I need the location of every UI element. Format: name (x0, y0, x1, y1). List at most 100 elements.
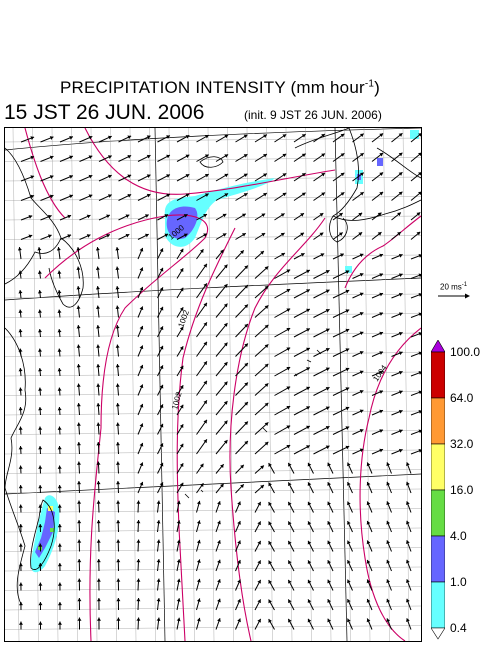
coast-okinawa (262, 427, 268, 433)
wind-arrow (115, 402, 120, 416)
wind-arrow (327, 481, 334, 494)
wind-arrow (57, 445, 62, 455)
wind-arrow (116, 519, 121, 533)
grid-line (5, 235, 421, 240)
wind-arrow (157, 154, 171, 162)
wind-arrow (327, 501, 334, 513)
wind-arrow (327, 598, 334, 611)
wind-arrow (38, 445, 43, 455)
wind-arrow (116, 539, 121, 552)
wind-arrow (176, 598, 181, 611)
wind-arrow (137, 214, 149, 221)
wind-arrow (293, 406, 311, 416)
wind-arrow (235, 362, 249, 377)
colorbar-tick-label: 32.0 (450, 437, 474, 451)
wind-arrow (18, 289, 23, 299)
colorbar-bin (431, 351, 445, 399)
wind-arrow (176, 559, 181, 572)
wind-arrow (293, 212, 305, 221)
wind-arrow (391, 429, 403, 435)
coast-japan-east (376, 147, 421, 179)
wind-arrow (347, 618, 353, 630)
wind-arrow (254, 441, 269, 455)
wind-arrow (116, 597, 121, 611)
wind-arrow (38, 328, 42, 338)
wind-arrow (137, 325, 144, 338)
wind-arrow (18, 309, 23, 318)
wind-arrow (96, 305, 101, 318)
wind-arrow (386, 520, 392, 533)
grid-line (5, 527, 421, 533)
wind-arrow (371, 231, 382, 240)
wind-arrow (40, 234, 52, 240)
wind-arrow (332, 212, 344, 221)
wind-arrow (196, 482, 204, 494)
wind-arrow (287, 560, 295, 572)
wind-arrow (157, 345, 164, 357)
wind-arrow (293, 133, 306, 143)
wind-arrow (136, 519, 141, 533)
grid-line (305, 128, 312, 641)
wind-arrow (157, 365, 164, 377)
wind-arrow (18, 543, 23, 552)
weather-map: 1000 1002 1002 1004 (4, 127, 422, 642)
wind-arrow (391, 331, 403, 338)
wind-arrow (215, 618, 221, 630)
isobar-line (24, 128, 66, 219)
wind-arrow (57, 406, 62, 416)
wind-arrow (274, 192, 287, 201)
wind-scale-arrow-icon (438, 293, 470, 299)
wind-arrow (366, 481, 373, 494)
grid-line (363, 128, 371, 641)
wind-arrow (77, 578, 82, 591)
wind-arrow (196, 400, 208, 416)
wind-arrow (235, 284, 249, 299)
wind-arrow (156, 520, 161, 533)
wind-arrow (196, 248, 204, 260)
wind-arrow (293, 425, 311, 435)
wind-arrow (391, 370, 403, 377)
wind-arrow (352, 152, 365, 162)
wind-arrow (254, 402, 269, 416)
wind-arrow (352, 351, 364, 357)
wind-arrow (76, 402, 81, 416)
map-canvas: 1000 1002 1002 1004 (5, 128, 421, 641)
wind-arrow (307, 521, 314, 533)
wind-arrow (196, 193, 209, 201)
wind-arrow (18, 484, 23, 494)
wind-arrow (410, 410, 421, 416)
isobar-label: 1002 (176, 308, 191, 328)
wind-arrow (371, 312, 384, 318)
wind-arrow (371, 172, 384, 182)
wind-arrow (18, 582, 23, 591)
wind-arrow (157, 482, 164, 494)
wind-arrow (287, 482, 295, 494)
wind-arrow (157, 326, 164, 338)
wind-arrow (176, 233, 188, 240)
wind-arrow (391, 132, 403, 143)
wind-arrow (77, 558, 82, 572)
wind-arrow (268, 618, 275, 630)
wind-arrow (137, 154, 151, 162)
wind-arrow (57, 309, 62, 318)
wind-arrow (235, 501, 241, 513)
wind-arrow (313, 269, 330, 279)
wind-arrow (268, 599, 275, 611)
isobar-line (344, 215, 421, 289)
grid-line (12, 128, 20, 641)
isobar-line (84, 128, 336, 195)
wind-arrow (307, 501, 314, 513)
wind-arrow (332, 152, 345, 162)
wind-arrow (332, 367, 350, 377)
title-text: PRECIPITATION INTENSITY (mm hour (59, 78, 365, 97)
wind-arrow (410, 293, 421, 299)
grid-line (5, 254, 421, 260)
colorbar-under-triangle (431, 627, 445, 640)
wind-arrow (79, 194, 93, 201)
colorbar-tick-label: 64.0 (450, 391, 474, 405)
wind-arrow (287, 599, 295, 611)
wind-arrow (215, 283, 228, 299)
wind-arrow (410, 312, 421, 318)
coast-hokkaido (294, 128, 350, 149)
wind-arrow (293, 153, 306, 162)
